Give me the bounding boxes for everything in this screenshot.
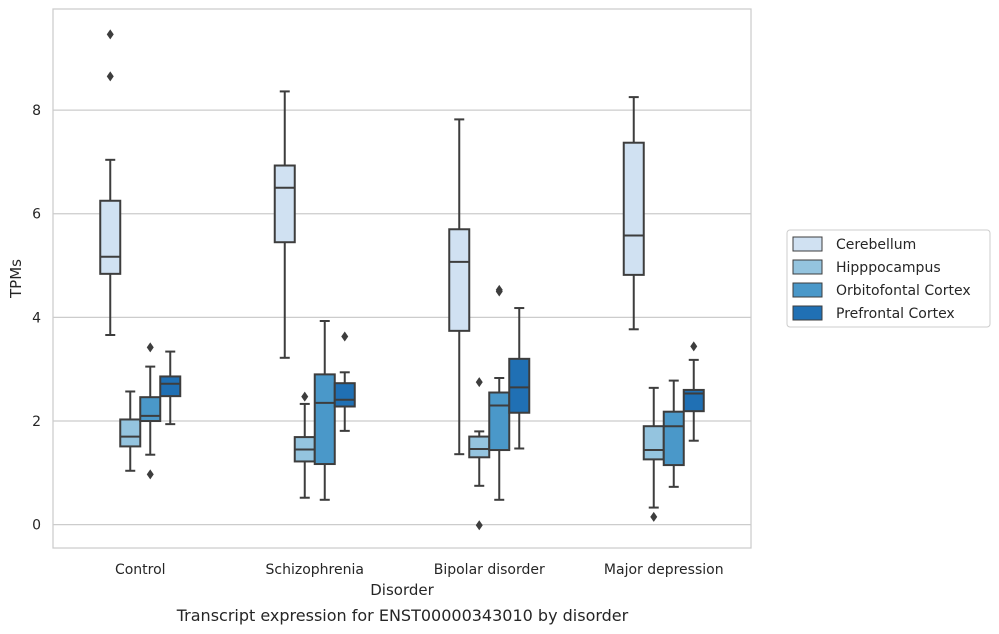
x-tick-label: Bipolar disorder [434, 562, 545, 578]
y-axis-title: TPMs [7, 259, 25, 299]
y-tick-label: 0 [32, 518, 41, 534]
x-tick-label: Major depression [604, 562, 724, 578]
outlier-point [301, 391, 309, 402]
box-orbitofontal-cortex [662, 379, 685, 488]
box-prefrontal-cortex [159, 350, 182, 426]
plot-frame [52, 8, 752, 549]
outlier-point [146, 469, 154, 480]
legend-swatch [792, 282, 823, 298]
box-body [662, 410, 685, 467]
x-tick-label: Control [115, 562, 166, 578]
box-body [682, 388, 705, 413]
legend-label: Cerebellum [836, 237, 916, 253]
box-cerebellum [622, 96, 645, 331]
box-prefrontal-cortex [508, 307, 531, 450]
outlier-point [475, 377, 483, 388]
box-hipppocampus [642, 386, 665, 522]
box-prefrontal-cortex [333, 331, 356, 432]
box-body [448, 228, 471, 332]
y-tick-label: 6 [32, 207, 41, 223]
box-orbitofontal-cortex [313, 319, 336, 501]
gridlines [53, 109, 751, 526]
y-tick-label: 4 [32, 310, 41, 326]
outlier-point [650, 511, 658, 522]
outlier-point [475, 520, 483, 531]
box-cerebellum [448, 118, 471, 456]
box-hipppocampus [468, 377, 491, 531]
box-prefrontal-cortex [682, 341, 705, 442]
outlier-point [146, 342, 154, 353]
box-orbitofontal-cortex [139, 342, 162, 480]
outlier-point [106, 29, 114, 40]
outlier-point [495, 284, 503, 295]
legend-label: Orbitofontal Cortex [836, 283, 971, 299]
box-body [119, 418, 142, 448]
box-body [159, 375, 182, 398]
box-plot-area [99, 29, 705, 531]
legend-label: Hipppocampus [836, 260, 941, 276]
box-body [139, 396, 162, 423]
outlier-point [690, 341, 698, 352]
legend: Cerebellum Hipppocampus Orbitofontal Corte… [786, 229, 991, 328]
legend-frame [786, 229, 991, 328]
legend-swatch [792, 305, 823, 321]
box-cerebellum [273, 90, 296, 359]
legend-label: Prefrontal Cortex [836, 306, 955, 322]
box-body [488, 391, 511, 452]
legend-swatch [792, 236, 823, 252]
outlier-point [106, 71, 114, 82]
chart-caption: Transcript expression for ENST0000034301… [176, 606, 629, 625]
x-axis-ticks: Control Schizophrenia Bipolar disorder Majo… [115, 562, 724, 578]
box-orbitofontal-cortex [488, 284, 511, 501]
box-body [622, 141, 645, 276]
x-tick-label: Schizophrenia [266, 562, 364, 578]
box-body [99, 199, 122, 275]
y-axis-ticks: 0 2 4 6 8 [32, 103, 41, 534]
box-hipppocampus [119, 390, 142, 472]
box-body [468, 435, 491, 459]
box-body [313, 373, 336, 466]
box-body [333, 382, 356, 408]
box-hipppocampus [293, 391, 316, 499]
y-tick-label: 2 [32, 414, 41, 430]
box-body [508, 357, 531, 414]
box-body [273, 164, 296, 244]
y-tick-label: 8 [32, 103, 41, 119]
box-cerebellum [99, 29, 122, 336]
box-body [642, 425, 665, 461]
legend-swatch [792, 259, 823, 275]
outlier-point [341, 331, 349, 342]
x-axis-title: Disorder [370, 581, 434, 599]
